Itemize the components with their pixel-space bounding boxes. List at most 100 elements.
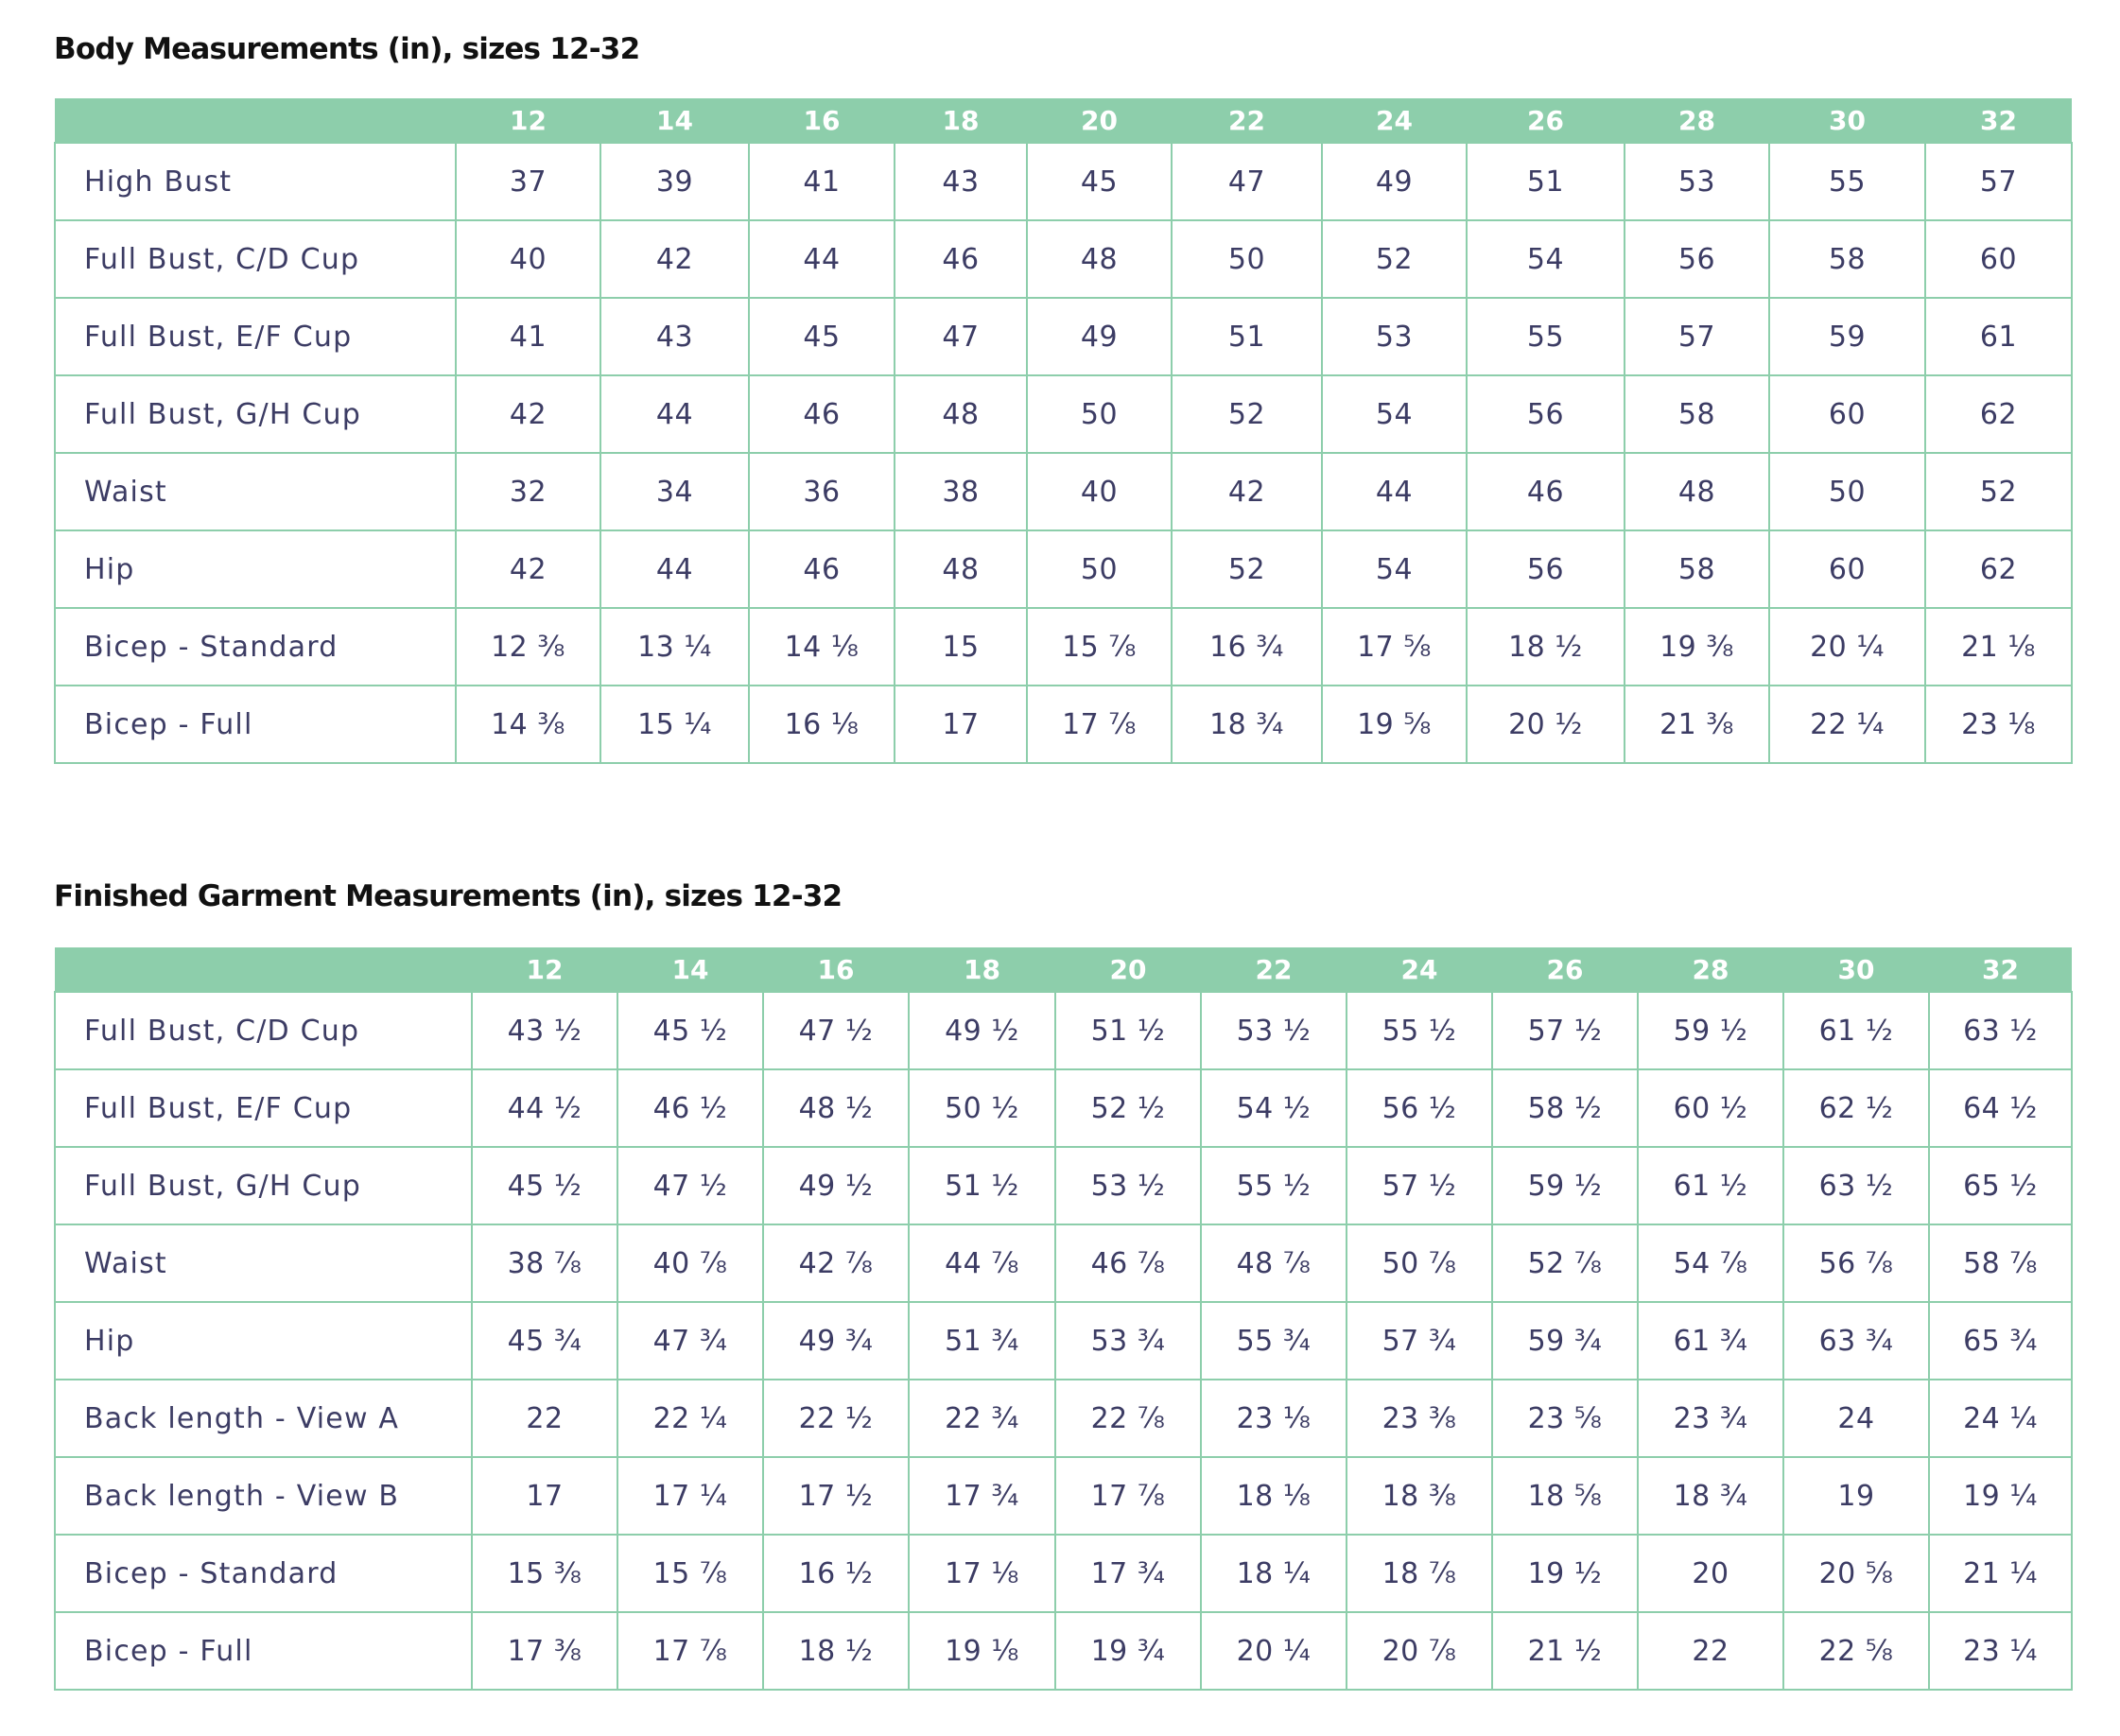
measurement-cell: 51 ¾ [908, 1301, 1056, 1380]
measurement-cell: 50 ½ [908, 1068, 1056, 1148]
measurement-cell: 62 [1924, 529, 2073, 609]
measurement-cell: 16 ½ [762, 1534, 910, 1613]
measurement-cell: 19 ⅝ [1321, 685, 1468, 764]
measurement-cell: 16 ⅛ [748, 685, 895, 764]
measurement-cell: 60 [1768, 374, 1926, 454]
measurement-cell: 21 ⅛ [1924, 607, 2073, 686]
garment-measurements-title: Finished Garment Measurements (in), size… [54, 879, 843, 913]
measurement-cell: 42 [1171, 452, 1323, 531]
measurement-cell: 54 [1321, 374, 1468, 454]
table-row: Back length - View A 22 22 ¼ 22 ½ 22 ¾ 22 ⅞ 23… [54, 1379, 2073, 1458]
measurement-cell: 42 [600, 219, 750, 299]
measurement-cell: 61 ½ [1637, 1146, 1784, 1225]
measurement-cell: 47 ½ [762, 991, 910, 1070]
measurement-cell: 63 ½ [1782, 1146, 1930, 1225]
measurement-cell: 48 [1026, 219, 1173, 299]
measurement-cell: 64 ½ [1928, 1068, 2073, 1148]
size-header: 24 [1347, 947, 1492, 992]
measurement-cell: 47 ½ [617, 1146, 764, 1225]
measurement-cell: 48 ⅞ [1200, 1224, 1347, 1303]
measurement-cell: 16 ¾ [1171, 607, 1323, 686]
measurement-cell: 53 [1321, 297, 1468, 376]
measurement-cell: 52 ⅞ [1491, 1224, 1639, 1303]
measurement-cell: 52 [1171, 374, 1323, 454]
measurement-cell: 40 ⅞ [617, 1224, 764, 1303]
measurement-cell: 20 ⅞ [1346, 1611, 1493, 1691]
measurement-cell: 20 ¼ [1200, 1611, 1347, 1691]
measurement-cell: 59 ½ [1637, 991, 1784, 1070]
table-row: Full Bust, E/F Cup 41 43 45 47 49 51 53 55 57 59 61 [54, 297, 2073, 376]
measurement-cell: 23 ⅛ [1200, 1379, 1347, 1458]
measurement-cell: 52 [1924, 452, 2073, 531]
measurement-cell: 61 ¾ [1637, 1301, 1784, 1380]
measurement-cell: 15 ⅞ [617, 1534, 764, 1613]
measurement-cell: 58 [1624, 529, 1770, 609]
size-header: 12 [456, 98, 600, 143]
body-measurements-title: Body Measurements (in), sizes 12-32 [54, 32, 640, 66]
size-header: 20 [1055, 947, 1201, 992]
body-measurements-table: 12 14 16 18 20 22 24 26 28 30 32 High Bu… [54, 98, 2073, 764]
measurement-cell: 42 [455, 529, 601, 609]
measurement-cell: 18 ⅜ [1346, 1456, 1493, 1536]
measurement-cell: 22 [471, 1379, 618, 1458]
size-header: 32 [1925, 98, 2072, 143]
measurement-cell: 42 ⅞ [762, 1224, 910, 1303]
measurement-cell: 46 [894, 219, 1028, 299]
table-row: Waist 32 34 36 38 40 42 44 46 48 50 52 [54, 452, 2073, 531]
garment-measurements-table: 12 14 16 18 20 22 24 26 28 30 32 Full Bu… [54, 947, 2073, 1691]
row-label: High Bust [54, 142, 457, 221]
measurement-cell: 18 ⅞ [1346, 1534, 1493, 1613]
measurement-cell: 38 [894, 452, 1028, 531]
measurement-cell: 46 [1466, 452, 1625, 531]
measurement-cell: 55 ½ [1346, 991, 1493, 1070]
measurement-cell: 57 ½ [1346, 1146, 1493, 1225]
measurement-cell: 23 ¼ [1928, 1611, 2073, 1691]
size-header: 16 [763, 947, 909, 992]
measurement-cell: 24 ¼ [1928, 1379, 2073, 1458]
measurement-cell: 57 [1924, 142, 2073, 221]
measurement-cell: 47 ¾ [617, 1301, 764, 1380]
table-row: Bicep - Full 17 ⅜ 17 ⅞ 18 ½ 19 ⅛ 19 ¾ 20 ¼ 20 ⅞… [54, 1611, 2073, 1691]
measurement-cell: 18 ¾ [1637, 1456, 1784, 1536]
measurement-cell: 43 [894, 142, 1028, 221]
measurement-cell: 17 ⅜ [471, 1611, 618, 1691]
measurement-cell: 19 ¼ [1928, 1456, 2073, 1536]
measurement-cell: 19 ⅛ [908, 1611, 1056, 1691]
size-header-row: 12 14 16 18 20 22 24 26 28 30 32 [55, 98, 2072, 143]
measurement-cell: 49 ½ [908, 991, 1056, 1070]
measurement-cell: 22 [1637, 1611, 1784, 1691]
measurement-cell: 20 ⅝ [1782, 1534, 1930, 1613]
measurement-cell: 43 [600, 297, 750, 376]
measurement-cell: 48 [1624, 452, 1770, 531]
measurement-cell: 51 [1466, 142, 1625, 221]
measurement-cell: 52 [1321, 219, 1468, 299]
measurement-cell: 44 ⅞ [908, 1224, 1056, 1303]
size-header: 20 [1027, 98, 1172, 143]
measurement-cell: 46 [748, 529, 895, 609]
measurement-cell: 41 [748, 142, 895, 221]
measurement-cell: 17 ⅛ [908, 1534, 1056, 1613]
row-label: Bicep - Full [54, 685, 457, 764]
table-row: Waist 38 ⅞ 40 ⅞ 42 ⅞ 44 ⅞ 46 ⅞ 48 ⅞ 50 ⅞ 52 ⅞ 54 … [54, 1224, 2073, 1303]
row-label: Back length - View A [54, 1379, 473, 1458]
size-header: 16 [749, 98, 895, 143]
measurement-cell: 56 ⅞ [1782, 1224, 1930, 1303]
measurement-cell: 54 ⅞ [1637, 1224, 1784, 1303]
measurement-cell: 56 ½ [1346, 1068, 1493, 1148]
measurement-cell: 53 ½ [1054, 1146, 1202, 1225]
measurement-cell: 62 [1924, 374, 2073, 454]
body-measurements-section: Body Measurements (in), sizes 12-32 12 1… [54, 26, 2073, 764]
measurement-cell: 65 ½ [1928, 1146, 2073, 1225]
measurement-cell: 63 ¾ [1782, 1301, 1930, 1380]
measurement-cell: 17 [471, 1456, 618, 1536]
measurement-cell: 15 [894, 607, 1028, 686]
size-header: 30 [1769, 98, 1925, 143]
measurement-cell: 61 ½ [1782, 991, 1930, 1070]
measurement-cell: 18 ¼ [1200, 1534, 1347, 1613]
measurement-cell: 22 ¼ [617, 1379, 764, 1458]
measurement-cell: 24 [1782, 1379, 1930, 1458]
table-row: Full Bust, C/D Cup 40 42 44 46 48 50 52 54 56 58 60 [54, 219, 2073, 299]
table-row: Full Bust, E/F Cup 44 ½ 46 ½ 48 ½ 50 ½ 52 ½ 54… [54, 1068, 2073, 1148]
table-row: Full Bust, G/H Cup 45 ½ 47 ½ 49 ½ 51 ½ 53 ½ 55… [54, 1146, 2073, 1225]
measurement-cell: 37 [455, 142, 601, 221]
